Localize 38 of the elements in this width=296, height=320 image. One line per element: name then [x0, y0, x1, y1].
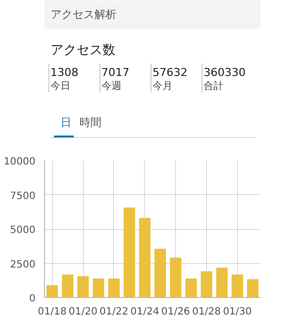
bar	[46, 285, 58, 298]
y-tick-label: 7500	[10, 190, 36, 202]
bar	[185, 278, 197, 298]
bar	[139, 218, 151, 298]
text: 57632	[152, 66, 188, 79]
bar	[62, 274, 74, 298]
x-tick-label: 01/28	[192, 306, 221, 318]
text: 合計	[204, 80, 224, 92]
x-tick-label: 01/26	[161, 306, 190, 318]
y-tick-label: 0	[29, 294, 36, 304]
bar	[170, 258, 182, 298]
text: アクセス解析	[50, 8, 116, 21]
bar	[108, 278, 120, 298]
text: 今週	[101, 80, 122, 92]
text: アクセス数	[50, 43, 116, 58]
y-tick-label: 5000	[10, 225, 36, 236]
text: 7017	[101, 66, 130, 79]
x-tick-label: 01/22	[100, 306, 128, 318]
bar	[154, 248, 166, 298]
text: 今日	[50, 80, 70, 92]
y-tick-label: 10000	[4, 156, 36, 168]
x-tick-label: 01/18	[38, 306, 67, 318]
text: 日	[60, 116, 72, 129]
x-tick-label: 01/20	[68, 306, 98, 318]
x-tick-label: 01/30	[222, 306, 252, 318]
x-tick-label: 01/24	[130, 306, 160, 318]
bar	[216, 268, 228, 298]
bar	[124, 208, 136, 298]
bar	[200, 271, 212, 298]
text: 1308	[50, 66, 78, 79]
bar	[77, 276, 89, 298]
bar	[92, 278, 104, 298]
text: 時間	[80, 116, 102, 129]
y-tick-label: 2500	[10, 259, 36, 270]
text: 360330	[204, 66, 246, 79]
bar	[232, 274, 244, 298]
text: 今月	[152, 80, 172, 92]
bar	[247, 279, 259, 298]
